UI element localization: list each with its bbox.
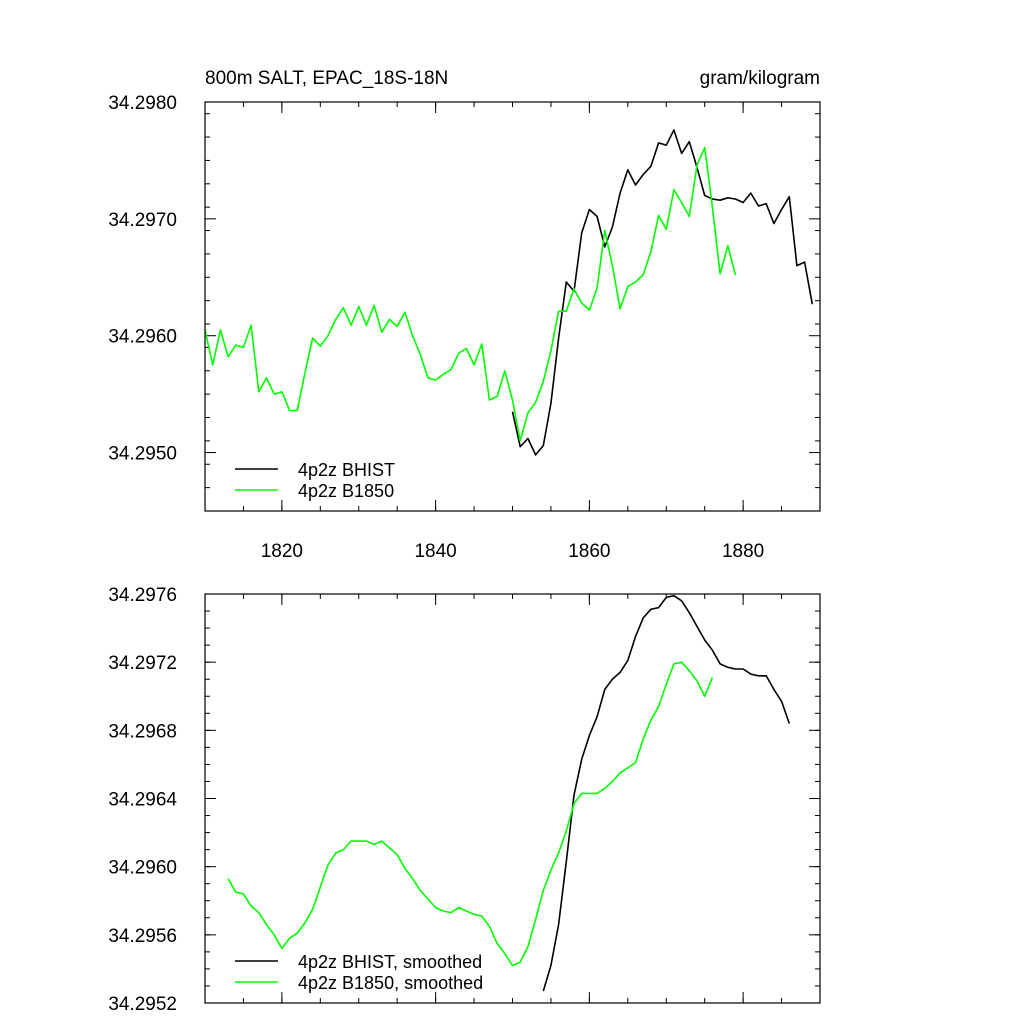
y-tick-label: 34.2960 xyxy=(108,858,177,879)
panel1-legend: 4p2z BHIST 4p2z B1850 xyxy=(235,460,395,501)
y-tick-label: 34.2976 xyxy=(108,585,177,606)
panel1-frame xyxy=(204,101,821,512)
x-tick-label: 1820 xyxy=(261,541,303,562)
series-line-bhist xyxy=(511,129,814,456)
y-tick-label: 34.2952 xyxy=(108,994,177,1015)
panel1-title: 800m SALT, EPAC_18S-18N xyxy=(205,68,448,89)
legend-label-bhist-smoothed: 4p2z BHIST, smoothed xyxy=(298,952,482,972)
panel2-ticks xyxy=(204,593,821,1004)
panel1-x-tick-labels: 1820 1840 1860 1880 xyxy=(261,541,765,562)
series-line-bhist-smoothed xyxy=(542,594,791,992)
x-tick-label: 1840 xyxy=(414,541,456,562)
y-tick-label: 34.2956 xyxy=(108,926,177,947)
panel1-units: gram/kilogram xyxy=(700,68,820,89)
panel1-y-tick-labels: 34.2950 34.2960 34.2970 34.2980 xyxy=(108,93,177,465)
y-tick-label: 34.2972 xyxy=(108,653,177,674)
y-tick-label: 34.2970 xyxy=(108,210,177,231)
y-tick-label: 34.2964 xyxy=(108,790,177,811)
legend-label-bhist: 4p2z BHIST xyxy=(298,460,395,480)
legend-label-b1850: 4p2z B1850 xyxy=(298,481,394,501)
panel1-series xyxy=(204,129,814,456)
salt-panel-raw: 800m SALT, EPAC_18S-18N gram/kilogram 34… xyxy=(108,68,821,562)
series-line-b1850-smoothed xyxy=(227,661,714,967)
salt-panel-smoothed: 34.2952 34.2956 34.2960 34.2964 34.2968 34.29… xyxy=(108,585,821,1015)
x-tick-label: 1880 xyxy=(722,541,764,562)
legend-label-b1850-smoothed: 4p2z B1850, smoothed xyxy=(298,973,483,993)
x-tick-label: 1860 xyxy=(568,541,610,562)
series-line-b1850 xyxy=(204,146,737,442)
y-tick-label: 34.2960 xyxy=(108,327,177,348)
y-tick-label: 34.2950 xyxy=(108,444,177,465)
panel1-ticks xyxy=(204,101,821,512)
panel2-y-tick-labels: 34.2952 34.2956 34.2960 34.2964 34.2968 34.29… xyxy=(108,585,177,1015)
panel2-frame xyxy=(204,593,821,1004)
panel2-series xyxy=(227,594,791,992)
y-tick-label: 34.2980 xyxy=(108,93,177,114)
y-tick-label: 34.2968 xyxy=(108,721,177,742)
panel2-legend: 4p2z BHIST, smoothed 4p2z B1850, smoothe… xyxy=(235,952,483,993)
